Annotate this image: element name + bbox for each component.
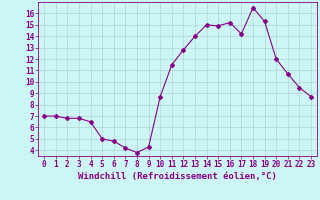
X-axis label: Windchill (Refroidissement éolien,°C): Windchill (Refroidissement éolien,°C) (78, 172, 277, 181)
